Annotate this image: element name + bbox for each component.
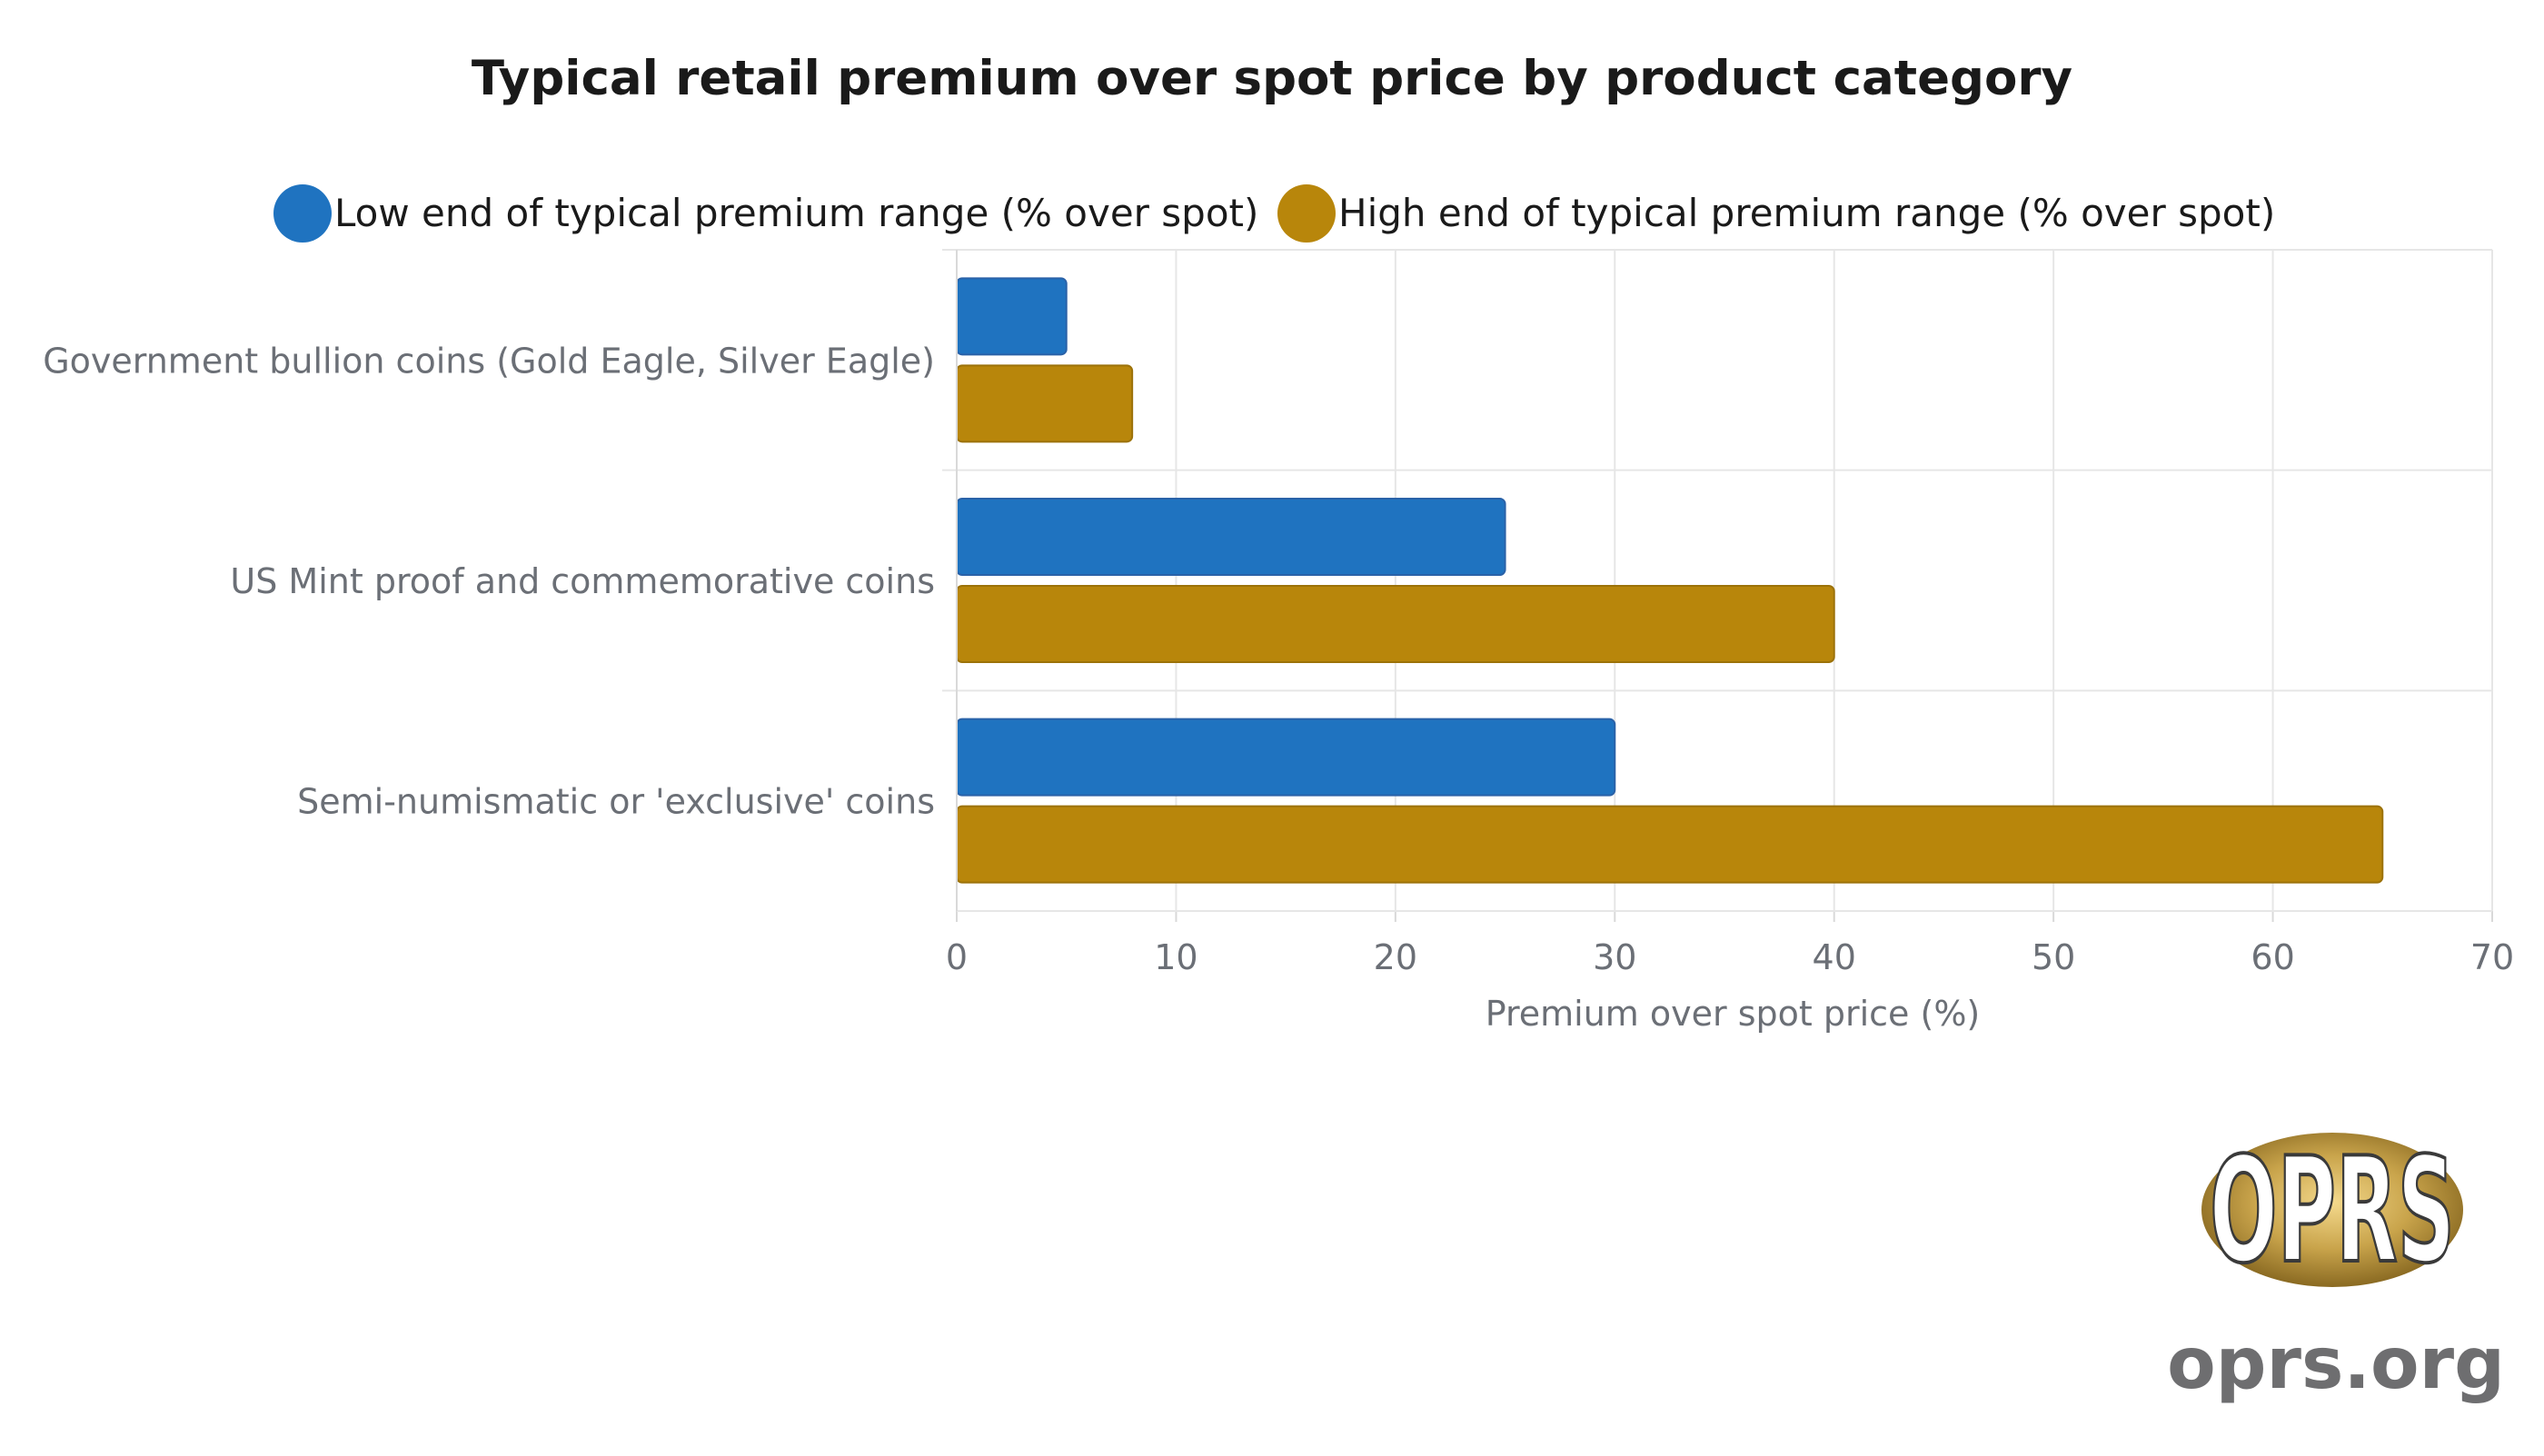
x-axis-title: Premium over spot price (%)	[1486, 994, 1981, 1034]
x-tick-label: 0	[946, 937, 968, 977]
y-category-label: Semi-numismatic or 'exclusive' coins	[297, 782, 935, 822]
brand-logo: OPRS oprs.org	[2167, 1124, 2505, 1405]
x-tick-label: 30	[1593, 937, 1636, 977]
x-tick-label: 40	[1813, 937, 1856, 977]
logo-wordmark: OPRS	[2210, 1125, 2455, 1295]
x-tick-label: 50	[2032, 937, 2075, 977]
logo-coin-icon	[2201, 1133, 2463, 1287]
legend-swatch-low	[273, 184, 332, 243]
legend: Low end of typical premium range (% over…	[273, 184, 2275, 243]
x-tick-label: 70	[2470, 937, 2514, 977]
bar-high	[956, 805, 2384, 884]
y-category-label: US Mint proof and commemorative coins	[230, 561, 935, 601]
x-tick-label: 20	[1374, 937, 1417, 977]
chart-title: Typical retail premium over spot price b…	[472, 51, 2072, 106]
legend-label-low: Low end of typical premium range (% over…	[334, 191, 1258, 235]
plot-area: 0 10 20 30 40 50 60 70 Government bullion coins …	[43, 249, 2514, 977]
site-url: oprs.org	[2167, 1323, 2505, 1405]
y-category-label: Government bullion coins (Gold Eagle, Si…	[43, 341, 935, 381]
bar-low	[956, 718, 1616, 797]
bar-low	[956, 498, 1506, 576]
legend-swatch-high	[1277, 184, 1336, 243]
x-tick-label: 60	[2251, 937, 2294, 977]
bar-low	[956, 277, 1068, 356]
bar-high	[956, 364, 1134, 443]
bar-high	[956, 585, 1835, 663]
legend-label-high: High end of typical premium range (% ove…	[1338, 191, 2275, 235]
x-tick-label: 10	[1154, 937, 1197, 977]
